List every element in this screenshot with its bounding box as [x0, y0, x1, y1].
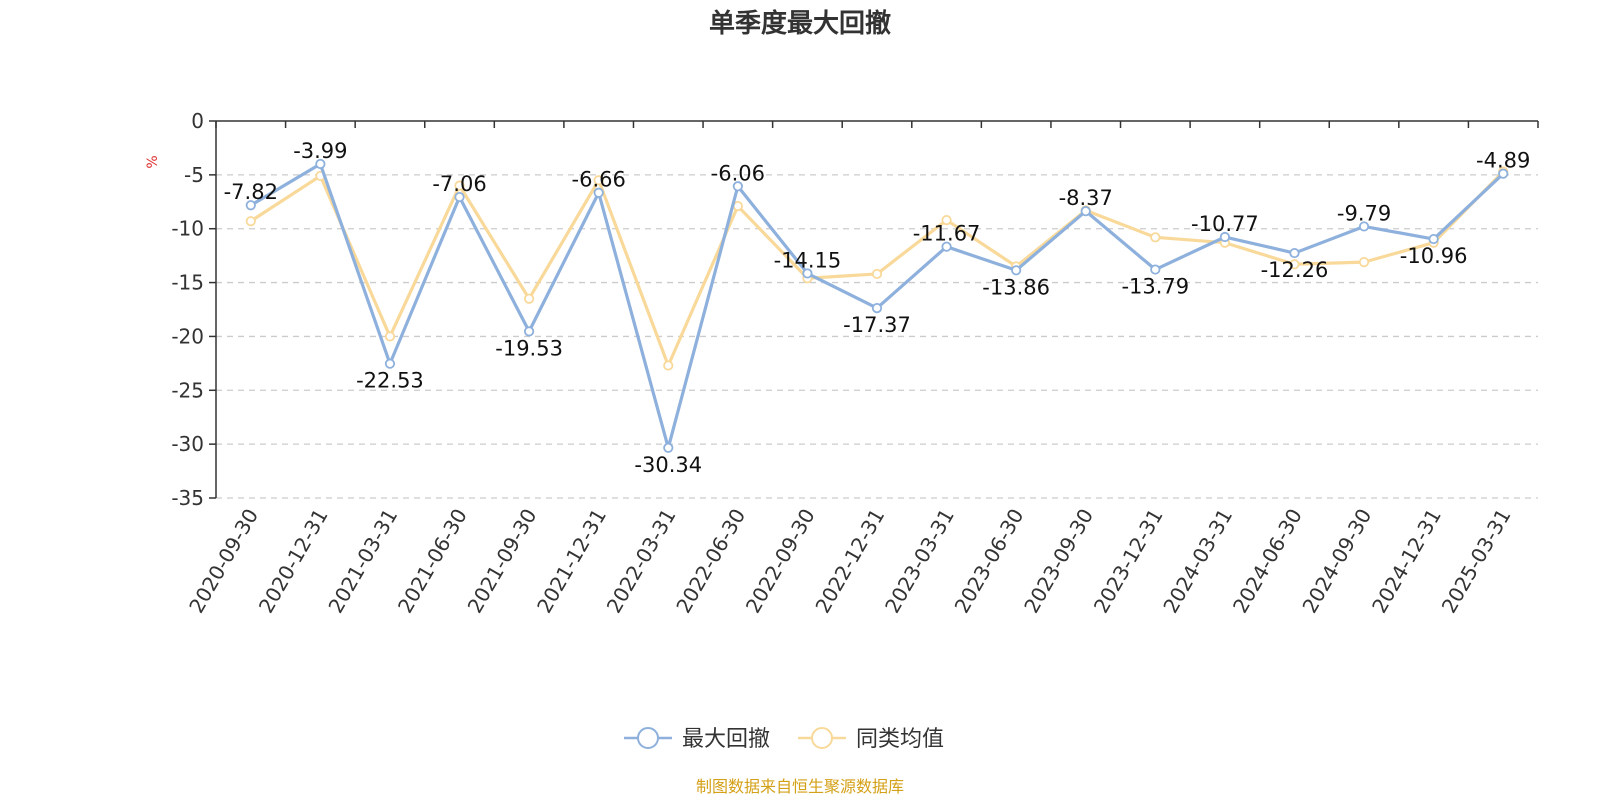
x-tick-label: 2024-12-31: [1367, 505, 1446, 618]
data-label: -8.37: [1059, 186, 1113, 210]
legend-circle-icon: [637, 727, 659, 749]
data-point[interactable]: [1358, 221, 1370, 232]
y-tick-label: -25: [171, 378, 204, 402]
data-label: -10.77: [1191, 212, 1259, 236]
y-tick-label: -30: [171, 432, 204, 456]
data-point[interactable]: [941, 214, 952, 226]
data-label: -14.15: [774, 248, 842, 272]
data-point[interactable]: [732, 181, 743, 192]
data-point[interactable]: [454, 191, 465, 203]
data-point[interactable]: [871, 302, 883, 314]
data-point[interactable]: [315, 158, 326, 170]
x-tick-label: 2022-03-31: [602, 505, 681, 618]
data-point[interactable]: [1358, 257, 1370, 268]
y-tick-label: -35: [171, 486, 204, 510]
x-tick-label: 2023-06-30: [950, 505, 1029, 618]
x-tick-label: 2023-09-30: [1019, 505, 1098, 618]
data-label: -13.79: [1121, 275, 1189, 299]
x-tick-label: 2022-12-31: [810, 505, 889, 618]
y-tick-label: -20: [171, 324, 204, 348]
data-label: -30.34: [634, 453, 702, 477]
legend-circle-icon: [811, 727, 833, 749]
legend-label: 同类均值: [856, 727, 944, 752]
data-point[interactable]: [802, 268, 813, 279]
data-label: -11.67: [913, 222, 981, 246]
y-tick-label: -15: [171, 271, 204, 295]
data-label: -7.06: [432, 172, 486, 196]
data-label: -12.26: [1261, 258, 1329, 282]
data-point[interactable]: [941, 241, 952, 252]
axes: 0 -5 -10 -15 -20 -25 -30 -352020-09-302020-12-3…: [171, 109, 1539, 618]
data-label: -19.53: [495, 336, 563, 360]
data-point[interactable]: [245, 216, 256, 227]
data-point[interactable]: [593, 187, 604, 198]
y-tick-label: 0: [191, 109, 204, 133]
source-note: 制图数据来自恒生聚源数据库: [696, 777, 904, 796]
x-tick-label: 2024-09-30: [1297, 505, 1376, 618]
x-tick-label: 2021-03-31: [323, 505, 402, 618]
data-point[interactable]: [1289, 259, 1300, 270]
x-tick-label: 2022-06-30: [671, 505, 750, 618]
y-axis-unit: %: [145, 155, 161, 168]
data-label: -9.79: [1337, 201, 1391, 225]
data-point[interactable]: [384, 331, 396, 342]
data-point[interactable]: [593, 175, 604, 186]
data-point[interactable]: [524, 293, 535, 304]
legend-item-1[interactable]: 同类均值: [798, 727, 944, 752]
data-label: -17.37: [843, 313, 911, 337]
y-tick-label: -10: [171, 217, 204, 241]
data-point[interactable]: [871, 268, 883, 280]
data-point[interactable]: [1289, 247, 1300, 259]
x-tick-label: 2023-12-31: [1089, 505, 1168, 618]
x-tick-label: 2020-09-30: [184, 505, 263, 618]
legend-item-0[interactable]: 最大回撤: [624, 727, 770, 752]
data-point[interactable]: [1080, 206, 1091, 217]
data-point[interactable]: [1150, 232, 1161, 243]
x-tick-label: 2022-09-30: [741, 505, 820, 618]
data-point[interactable]: [1428, 233, 1439, 245]
data-point[interactable]: [384, 358, 396, 369]
y-tick-label: -5: [184, 163, 204, 187]
data-point[interactable]: [1219, 231, 1230, 243]
series-0: [245, 158, 1509, 453]
x-tick-label: 2023-03-31: [880, 504, 959, 617]
data-point[interactable]: [1011, 265, 1022, 276]
data-point[interactable]: [1498, 168, 1509, 179]
x-tick-label: 2020-12-31: [254, 505, 333, 618]
legend-label: 最大回撤: [682, 727, 770, 752]
chart-title: 单季度最大回撤: [709, 8, 891, 39]
x-tick-label: 2025-03-31: [1437, 505, 1516, 618]
series: [245, 158, 1509, 453]
x-tick-label: 2021-06-30: [393, 505, 472, 618]
data-point[interactable]: [524, 326, 535, 337]
legend[interactable]: 最大回撤 同类均值: [624, 727, 944, 752]
data-label: -10.96: [1400, 244, 1468, 268]
data-point[interactable]: [663, 442, 674, 453]
data-point[interactable]: [663, 360, 674, 371]
data-label: -6.06: [711, 161, 765, 185]
data-label: -7.82: [224, 180, 278, 204]
data-label: -22.53: [356, 369, 424, 393]
data-label: -3.99: [293, 139, 347, 163]
x-tick-label: 2024-06-30: [1228, 505, 1307, 618]
x-tick-label: 2021-09-30: [463, 505, 542, 618]
data-point[interactable]: [245, 200, 256, 211]
x-tick-label: 2024-03-31: [1158, 505, 1237, 618]
data-label: -4.89: [1476, 149, 1530, 173]
data-labels: -7.82 -3.99 -22.53 -7.06 -19.53 -6.66 -30.34 -6…: [224, 139, 1531, 477]
data-point[interactable]: [1150, 264, 1161, 275]
grid-lines: [216, 174, 1538, 499]
data-label: -13.86: [982, 275, 1050, 299]
x-tick-label: 2021-12-31: [532, 505, 611, 618]
data-label: -6.66: [572, 168, 626, 192]
data-point[interactable]: [454, 180, 465, 191]
